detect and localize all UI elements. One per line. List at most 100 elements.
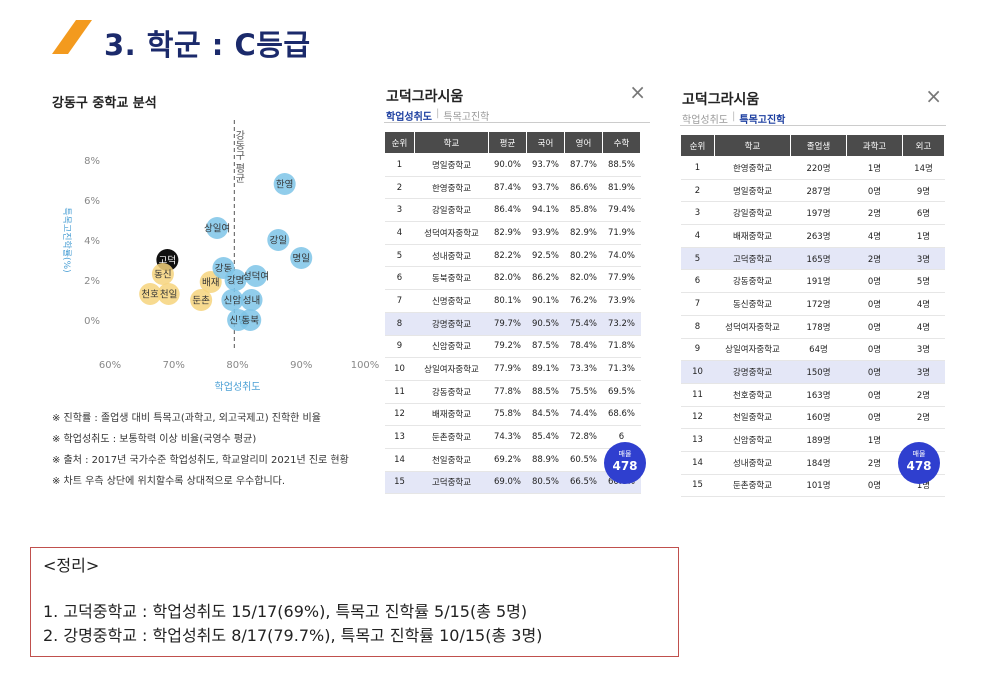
table-cell: 12 (384, 403, 415, 427)
table-cell: 7 (384, 289, 415, 313)
table-row[interactable]: 4 배재중학교 263명 4명 1명 (680, 224, 945, 248)
table-row[interactable]: 7 신명중학교 80.1% 90.1% 76.2% 73.9% (384, 289, 641, 313)
table-row[interactable]: 6 동북중학교 82.0% 86.2% 82.0% 77.9% (384, 266, 641, 291)
table-row[interactable]: 10 강명중학교 150명 0명 3명 (680, 360, 945, 384)
table-cell: 9 (680, 338, 715, 362)
table-cell: 93.9% (526, 221, 565, 245)
table-cell: 64명 (790, 338, 847, 362)
table-row[interactable]: 9 신암중학교 79.2% 87.5% 78.4% 71.8% (384, 335, 641, 359)
table-row[interactable]: 6 강동중학교 191명 0명 5명 (680, 269, 945, 294)
table-row[interactable]: 11 강동중학교 77.8% 88.5% 75.5% 69.5% (384, 380, 641, 404)
table-row[interactable]: 8 성덕여자중학교 178명 0명 4명 (680, 315, 945, 339)
point-label: 동북 (242, 316, 260, 327)
table-cell: 10 (680, 360, 715, 384)
table-cell: 6 (680, 269, 715, 294)
table-cell: 2 (384, 176, 415, 200)
x-tick-label: 80% (226, 360, 248, 371)
table-cell: 0명 (846, 269, 903, 294)
table-cell: 77.9% (488, 357, 527, 381)
table-row[interactable]: 1 명일중학교 90.0% 93.7% 87.7% 88.5% (384, 153, 641, 177)
table-cell: 6 (384, 266, 415, 291)
close-icon[interactable]: × (629, 80, 646, 104)
table-row[interactable]: 7 동신중학교 172명 0명 4명 (680, 292, 945, 316)
table-cell: 66.5% (564, 471, 603, 495)
note-line: ※ 학업성취도 : 보통학력 이상 비율(국영수 평균) (52, 434, 257, 445)
table-cell: 94.1% (526, 198, 565, 223)
table-cell: 80.5% (526, 471, 565, 495)
tab-separator: | (732, 111, 736, 122)
tab-achievement[interactable]: 학업성취도 (386, 112, 432, 123)
point-label: 한영 (276, 180, 293, 191)
table-row[interactable]: 10 상일여자중학교 77.9% 89.1% 73.3% 71.3% (384, 357, 641, 381)
table-cell: 14 (680, 451, 715, 475)
table-cell: 3 (680, 201, 715, 226)
table-cell: 150명 (790, 360, 847, 384)
table-row[interactable]: 2 한영중학교 87.4% 93.7% 86.6% 81.9% (384, 176, 641, 200)
table-row[interactable]: 2 명일중학교 287명 0명 9명 (680, 179, 945, 203)
table-cell: 9명 (902, 179, 945, 203)
table-row[interactable]: 5 성내중학교 82.2% 92.5% 80.2% 74.0% (384, 244, 641, 268)
y-tick-label: 8% (84, 156, 100, 167)
table-cell: 79.4% (602, 198, 641, 223)
tab-achievement[interactable]: 학업성취도 (682, 115, 728, 126)
table-row[interactable]: 12 배재중학교 75.8% 84.5% 74.4% 68.6% (384, 403, 641, 427)
note-line: ※ 출처 : 2017년 국가수준 학업성취도, 학교알리미 2021년 진로 … (52, 455, 349, 466)
table-cell: 69.2% (488, 448, 527, 472)
special-high-panel: 고덕그라시움 × 학업성취도 | 특목고진학 순위 학교 졸업생 과학고 외고 1 한영중… (678, 80, 946, 500)
table-cell: 88.5% (526, 380, 565, 404)
point-label: 고덕 (159, 256, 176, 267)
y-axis-label: 특목고진학률(%) (61, 207, 72, 272)
table-cell: 287명 (790, 179, 847, 203)
table-cell: 79.7% (488, 312, 527, 336)
summary-line: 2. 강명중학교 : 학업성취도 8/17(79.7%), 특목고 진학률 10… (43, 626, 543, 645)
reference-line-label: 강동구 평균 (233, 130, 245, 183)
table-cell: 4명 (902, 315, 945, 339)
listing-count-badge[interactable]: 매물 478 (898, 442, 940, 484)
table-row[interactable]: 5 고덕중학교 165명 2명 3명 (680, 247, 945, 271)
table-row[interactable]: 3 강일중학교 197명 2명 6명 (680, 201, 945, 226)
table-cell: 79.2% (488, 335, 527, 359)
scatter-point (221, 289, 244, 311)
table-row[interactable]: 12 천일중학교 160명 0명 2명 (680, 406, 945, 430)
scatter-point (199, 271, 222, 293)
table-cell: 69.5% (602, 380, 641, 404)
table-cell: 60.5% (564, 448, 603, 472)
close-icon[interactable]: × (925, 84, 942, 108)
table-cell: 9 (384, 335, 415, 359)
table-cell: 강명중학교 (414, 312, 489, 336)
table-row[interactable]: 3 강일중학교 86.4% 94.1% 85.8% 79.4% (384, 198, 641, 223)
table-cell: 0명 (846, 383, 903, 407)
chart-notes: ※ 진학률 : 졸업생 대비 특목고(과학고, 외고국제고) 진학한 비율 ※ … (52, 408, 372, 492)
table-cell: 82.0% (564, 266, 603, 291)
point-label: 신명 (229, 316, 246, 327)
table-cell: 2명 (846, 247, 903, 271)
point-label: 성덕여 (243, 271, 269, 283)
table-cell: 75.5% (564, 380, 603, 404)
summary-heading: <정리> (43, 556, 100, 575)
table-cell: 86.4% (488, 198, 527, 223)
table-cell: 197명 (790, 201, 847, 226)
table-row[interactable]: 14 천일중학교 69.2% 88.9% 60.5% (384, 448, 641, 472)
table-row[interactable]: 15 둔촌중학교 101명 0명 1명 (680, 474, 945, 498)
table-cell: 4명 (902, 292, 945, 316)
x-tick-label: 70% (163, 360, 185, 371)
table-row[interactable]: 1 한영중학교 220명 1명 14명 (680, 156, 945, 180)
table-row[interactable]: 9 상일여자중학교 64명 0명 3명 (680, 338, 945, 362)
table-row[interactable]: 13 둔촌중학교 74.3% 85.4% 72.8% 6 (384, 425, 641, 449)
column-header: 학교 (414, 131, 489, 154)
table-row[interactable]: 4 성덕여자중학교 82.9% 93.9% 82.9% 71.9% (384, 221, 641, 245)
tab-special-high[interactable]: 특목고진학 (443, 112, 490, 123)
table-cell: 84.5% (526, 403, 565, 427)
table-cell: 82.2% (488, 244, 527, 268)
table-cell: 12 (680, 406, 715, 430)
tab-special-high[interactable]: 특목고진학 (739, 115, 786, 126)
table-row[interactable]: 8 강명중학교 79.7% 90.5% 75.4% 73.2% (384, 312, 641, 336)
table-row[interactable]: 11 천호중학교 163명 0명 2명 (680, 383, 945, 407)
table-cell: 69.0% (488, 471, 527, 495)
listing-count-badge[interactable]: 매물 478 (604, 442, 646, 484)
table-cell: 15 (384, 471, 415, 495)
table-cell: 한영중학교 (714, 156, 791, 180)
table-cell: 1 (680, 156, 715, 180)
table-cell: 0명 (846, 360, 903, 384)
